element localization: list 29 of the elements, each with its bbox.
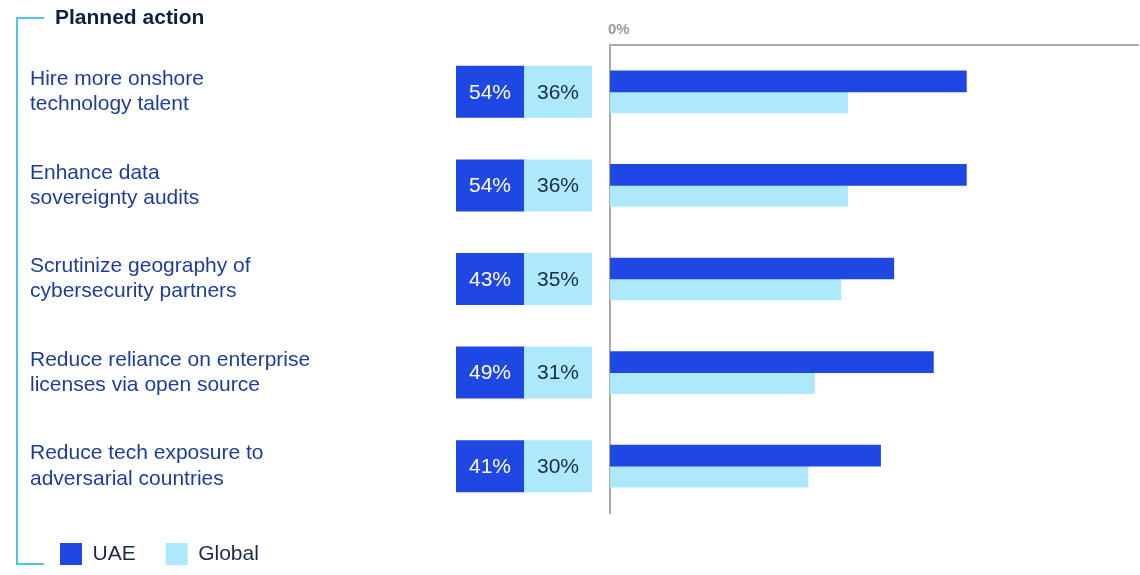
legend-label: UAE bbox=[92, 540, 136, 564]
text: Planned action bbox=[55, 5, 205, 29]
bar bbox=[610, 164, 967, 186]
data-label: 41% bbox=[468, 454, 512, 477]
data-label: 43% bbox=[468, 266, 512, 290]
y-tick-label: Enhance data sovereignty audits bbox=[30, 159, 200, 208]
data-label: 36% bbox=[536, 79, 580, 103]
y-tick-label: Hire more onshore technology talent bbox=[30, 66, 204, 115]
data-label: 49% bbox=[468, 360, 512, 384]
bar bbox=[610, 257, 895, 280]
bar bbox=[610, 444, 881, 467]
data-label: 54% bbox=[468, 173, 512, 197]
data-label: 54% bbox=[468, 79, 512, 103]
bar bbox=[610, 185, 848, 207]
bar bbox=[610, 465, 809, 488]
y-tick-label: Scrutinize geography of cybersecurity partners bbox=[30, 253, 251, 302]
bar bbox=[610, 278, 842, 301]
y-tick-label: Reduce tech exposure to adversarial countries bbox=[30, 440, 264, 489]
y-tick-label: Reduce reliance on enterprise licenses via open source bbox=[30, 346, 311, 395]
text: 0% bbox=[608, 19, 630, 37]
data-label: 36% bbox=[536, 173, 580, 197]
data-label: 35% bbox=[536, 266, 580, 290]
bar bbox=[610, 351, 934, 373]
data-label: 30% bbox=[536, 454, 580, 477]
bar bbox=[610, 70, 967, 93]
legend-label: Global bbox=[198, 540, 259, 564]
data-label: 31% bbox=[536, 360, 580, 384]
bar bbox=[610, 91, 848, 114]
bar bbox=[610, 372, 815, 394]
